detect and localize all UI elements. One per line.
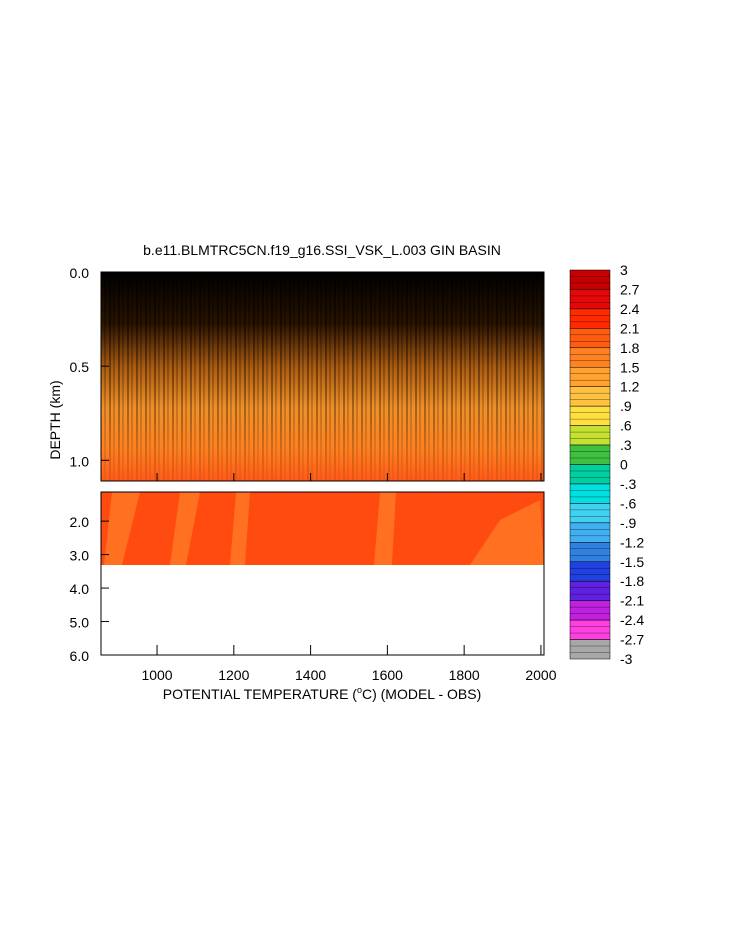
x-axis-label: POTENTIAL TEMPERATURE (oC) (MODEL - OBS): [163, 685, 482, 702]
colorbar-band: [569, 503, 611, 524]
colorbar-band: [569, 269, 611, 290]
colorbar-band: [569, 328, 611, 349]
colorbar-label: 0: [620, 457, 628, 473]
colorbar-band: [569, 542, 611, 562]
colorbar-label: 1.5: [620, 359, 640, 375]
colorbar-label: 2.7: [620, 281, 640, 297]
colorbar-band: [569, 347, 611, 368]
frame-top: [100, 271, 545, 482]
y-tick-label: 0.0: [70, 265, 90, 281]
colorbar-label: -.3: [620, 476, 637, 492]
y2-tick-label: 4.0: [70, 581, 90, 597]
colorbar-band: [569, 639, 611, 660]
colorbar-label: 1.2: [620, 379, 640, 395]
colorbar-label: 1.8: [620, 340, 640, 356]
x-tick-label: 2000: [525, 667, 556, 683]
y2-tick-label: 5.0: [70, 615, 90, 631]
colorbar-band: [569, 289, 611, 310]
y-tick-label: 0.5: [70, 359, 90, 375]
colorbar-band: [569, 405, 611, 426]
colorbar-label: -2.1: [620, 593, 644, 609]
colorbar-band: [569, 522, 611, 543]
warm-streaks: [104, 492, 544, 565]
colorbar-band: [569, 561, 611, 582]
colorbar-band: [569, 425, 611, 446]
colorbar-band: [569, 367, 611, 387]
x-tick-label: 1600: [372, 667, 403, 683]
frame-bottom: [100, 491, 545, 656]
colorbar-label: 2.1: [620, 320, 640, 336]
y2-tick-label: 6.0: [70, 648, 90, 664]
colorbar-band: [569, 308, 611, 329]
y2-tick-label: 3.0: [70, 548, 90, 564]
x-tick-label: 1200: [218, 667, 249, 683]
colorbar-label: .6: [620, 418, 632, 434]
colorbar-label: .9: [620, 398, 632, 414]
x-tick-label: 1800: [449, 667, 480, 683]
colorbar-band: [569, 444, 611, 465]
colorbar-label: -1.5: [620, 554, 644, 570]
x-tick-label: 1400: [295, 667, 326, 683]
colorbar-label: -2.4: [620, 612, 644, 628]
colorbar-label: -1.8: [620, 573, 644, 589]
colorbar-label: 2.4: [620, 301, 640, 317]
chart-title: b.e11.BLMTRC5CN.f19_g16.SSI_VSK_L.003 GI…: [143, 242, 501, 258]
colorbar-band: [569, 483, 611, 504]
y-tick-label: 1.0: [70, 453, 90, 469]
x-tick-label: 1000: [141, 667, 172, 683]
colorbar-band: [569, 619, 611, 640]
contour-lines: [101, 272, 544, 481]
colorbar-band: [569, 464, 611, 485]
colorbar-label: -.9: [620, 515, 637, 531]
colorbar-label: 3: [620, 262, 628, 278]
colorbar-band: [569, 580, 611, 601]
y-axis-label: DEPTH (km): [47, 380, 63, 459]
colorbar-label: .3: [620, 437, 632, 453]
colorbar-band: [569, 386, 611, 407]
colorbar-label: -2.7: [620, 632, 644, 648]
colorbar-label: -.6: [620, 495, 637, 511]
colorbar-band: [569, 600, 611, 621]
y2-tick-label: 2.0: [70, 514, 90, 530]
colorbar-label: -1.2: [620, 534, 644, 550]
colorbar-label: -3: [620, 651, 633, 667]
